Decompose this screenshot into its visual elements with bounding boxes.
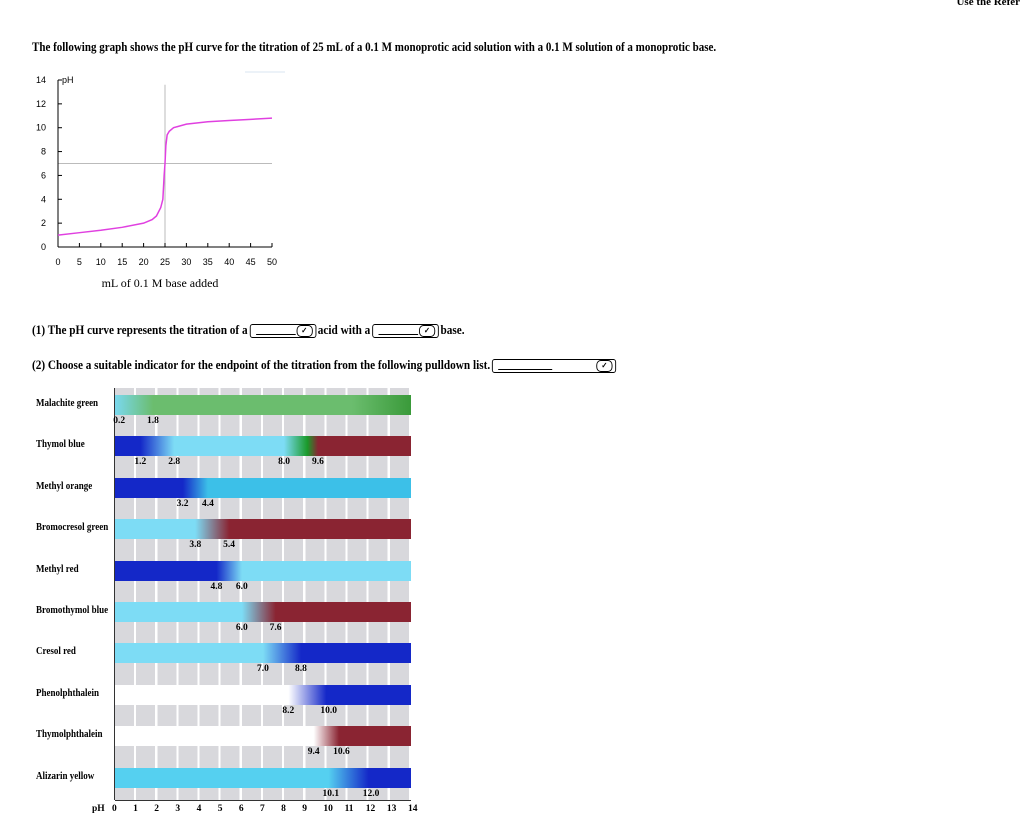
question-1: (1) The pH curve represents the titratio…: [32, 323, 465, 338]
chevron-down-icon: ✓: [596, 359, 613, 372]
x-tick-label: 50: [267, 257, 277, 267]
transition-ph-label: 6.0: [235, 623, 248, 633]
q2-text: (2) Choose a suitable indicator for the …: [32, 358, 491, 372]
transition-ph-label: 9.6: [311, 457, 324, 468]
transition-ph-label: 5.4: [223, 540, 236, 551]
x-tick-label: 25: [160, 257, 170, 267]
indicator-color-bar: [115, 684, 411, 705]
ph-tick-label: 5: [217, 804, 223, 814]
ph-tick-label: 4: [196, 804, 202, 814]
indicator-name: Malachite green: [36, 398, 99, 409]
transition-ph-label: 4.4: [202, 498, 214, 509]
indicator-name: Methyl orange: [36, 480, 93, 492]
x-axis-label: mL of 0.1 M base added: [102, 276, 219, 290]
indicator-color-bar: [115, 519, 411, 540]
indicator-color-bar: [115, 477, 411, 498]
indicator-color-bar: [115, 602, 411, 622]
indicator-color-bar: [115, 560, 411, 581]
y-tick-label: 8: [41, 147, 46, 157]
y-tick-label: 4: [41, 194, 46, 204]
transition-ph-label: 3.2: [176, 498, 189, 509]
transition-ph-label: 7.0: [257, 664, 269, 675]
transition-ph-label: 6.0: [235, 581, 248, 592]
x-tick-label: 45: [246, 257, 256, 267]
x-tick-label: 15: [117, 257, 127, 267]
transition-ph-label: 7.6: [269, 623, 282, 633]
chevron-down-icon: ✓: [418, 324, 436, 337]
transition-ph-label: 10.6: [333, 747, 350, 758]
base-strength-select[interactable]: ✓: [372, 323, 439, 338]
y-tick-label: 0: [41, 242, 46, 252]
ph-tick-label: 9: [302, 804, 308, 814]
transition-ph-label: 0.2: [113, 416, 126, 426]
indicator-name: Thymol blue: [36, 439, 85, 451]
transition-ph-label: 1.2: [134, 457, 147, 468]
x-tick-label: 10: [96, 257, 106, 267]
reference-link[interactable]: Use the Refer: [956, 0, 1020, 8]
transition-ph-label: 1.8: [147, 416, 159, 426]
x-tick-label: 30: [181, 257, 191, 267]
transition-ph-label: 10.0: [320, 705, 338, 716]
ph-tick-label: 2: [154, 804, 160, 814]
x-tick-label: 20: [139, 257, 149, 267]
ph-tick-label: 0: [112, 804, 117, 814]
indicator-name: Cresol red: [36, 646, 76, 658]
transition-ph-label: 12.0: [362, 788, 380, 799]
x-tick-label: 0: [55, 257, 60, 267]
transition-ph-label: 3.8: [189, 540, 202, 551]
ph-tick-label: 10: [323, 804, 333, 814]
indicator-name: Alizarin yellow: [36, 770, 95, 782]
indicator-color-bar: [115, 436, 411, 457]
y-tick-label: 2: [41, 218, 46, 228]
indicator-color-bar: [115, 395, 411, 415]
transition-ph-label: 8.0: [278, 457, 291, 468]
transition-ph-label: 10.1: [322, 788, 340, 799]
chevron-down-icon: ✓: [296, 324, 313, 337]
ph-tick-label: 13: [386, 804, 397, 814]
ph-axis-label: pH: [92, 804, 105, 814]
acid-strength-select[interactable]: ✓: [249, 323, 317, 338]
x-tick-label: 35: [203, 257, 213, 267]
q1-suffix: base.: [440, 323, 465, 337]
y-tick-label: 10: [36, 123, 46, 133]
transition-ph-label: 4.8: [210, 581, 223, 592]
intro-text: The following graph shows the pH curve f…: [32, 40, 717, 54]
transition-ph-label: 9.4: [307, 747, 320, 758]
y-tick-label: 12: [36, 99, 46, 109]
transition-ph-label: 8.8: [295, 664, 307, 675]
x-tick-label: 40: [224, 257, 234, 267]
transition-ph-label: 2.8: [168, 457, 181, 468]
titration-curve-chart: 0 5 10 15 20 25 30 35 40 45 50 0 2 4 6 8 10 12 14 pH mL of 0…: [36, 71, 285, 290]
indicator-name: Thymolphthalein: [36, 729, 103, 741]
indicator-color-bar: [115, 643, 411, 664]
indicator-color-bar: [115, 726, 411, 747]
ph-tick-label: 7: [260, 804, 265, 814]
transition-ph-label: 8.2: [282, 705, 295, 716]
q1-prefix: (1) The pH curve represents the titratio…: [32, 323, 248, 337]
chart-axis: [114, 388, 115, 800]
indicator-color-bar: [115, 767, 411, 788]
ph-tick-label: 12: [365, 804, 376, 814]
ph-tick-label: 11: [344, 804, 354, 814]
indicator-name: Phenolphthalein: [36, 687, 100, 699]
y-tick-label: 14: [36, 75, 46, 85]
indicator-name: Methyl red: [36, 563, 79, 575]
ph-curve: [57, 117, 273, 236]
y-axis-label: pH: [62, 75, 74, 85]
indicator-select[interactable]: ✓: [491, 358, 617, 373]
q1-mid: acid with a: [317, 323, 371, 337]
ph-tick-label: 6: [238, 804, 244, 814]
ph-tick-label: 8: [281, 804, 286, 814]
x-tick-label: 5: [77, 257, 82, 267]
question-2: (2) Choose a suitable indicator for the …: [32, 358, 618, 373]
indicator-name: Bromothymol blue: [36, 605, 109, 616]
ph-tick-label: 14: [408, 804, 418, 814]
ph-tick-label: 1: [133, 804, 138, 814]
chart-baseline: [115, 800, 411, 801]
ph-tick-label: 3: [175, 804, 181, 814]
indicator-name: Bromocresol green: [36, 522, 109, 534]
y-tick-label: 6: [41, 170, 46, 180]
